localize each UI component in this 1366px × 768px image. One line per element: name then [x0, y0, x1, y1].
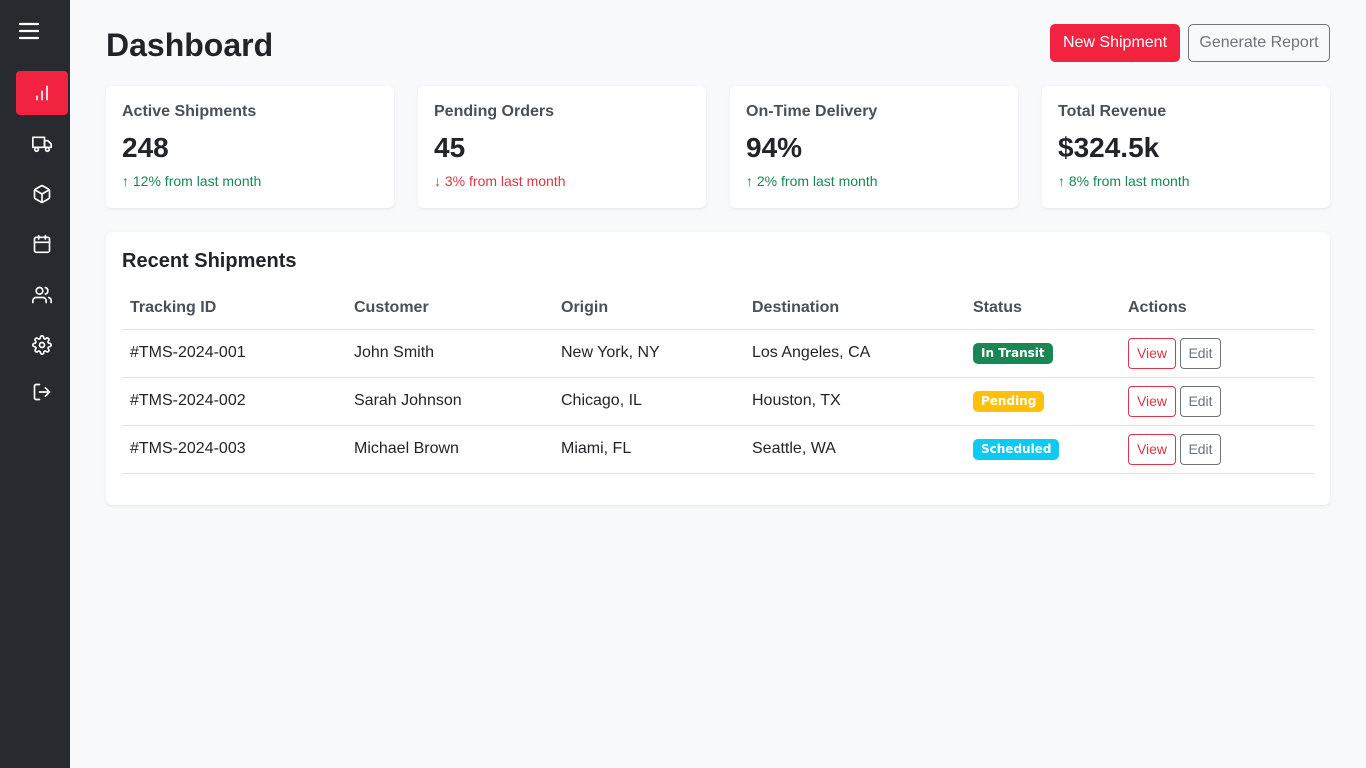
- actions-cell: View Edit: [1120, 329, 1314, 378]
- stat-value: 45: [434, 132, 466, 163]
- status-cell: Pending: [965, 377, 1120, 426]
- table-row: #TMS-2024-003 Michael Brown Miami, FL Se…: [122, 425, 1314, 474]
- customer-cell: Michael Brown: [346, 425, 553, 474]
- status-badge: In Transit: [973, 342, 1053, 364]
- destination-cell: Houston, TX: [744, 377, 965, 426]
- new-shipment-button[interactable]: New Shipment: [1050, 24, 1180, 62]
- status-badge: Pending: [973, 390, 1045, 412]
- stat-card-active-shipments: Active Shipments 248 ↑ 12% from last mon…: [106, 86, 394, 208]
- sidebar-item-orders[interactable]: [16, 172, 68, 216]
- column-header-actions: Actions: [1120, 288, 1314, 330]
- column-header-status: Status: [965, 288, 1120, 330]
- view-button[interactable]: View: [1128, 337, 1176, 369]
- stat-label: Total Revenue: [1058, 103, 1167, 120]
- sidebar: [0, 0, 70, 768]
- sidebar-item-settings[interactable]: [16, 323, 68, 367]
- stat-label: On-Time Delivery: [746, 103, 878, 120]
- edit-button[interactable]: Edit: [1180, 337, 1221, 369]
- logout-icon: [33, 383, 51, 401]
- actions-cell: View Edit: [1120, 377, 1314, 426]
- view-button[interactable]: View: [1128, 385, 1176, 417]
- origin-cell: Miami, FL: [553, 425, 744, 474]
- tracking-id-cell: #TMS-2024-001: [122, 329, 346, 378]
- table-header-row: Tracking ID Customer Origin Destination …: [122, 288, 1314, 330]
- recent-shipments-card: Recent Shipments Tracking ID Customer Or…: [106, 232, 1330, 505]
- destination-cell: Seattle, WA: [744, 425, 965, 474]
- stat-value: 94%: [746, 132, 803, 163]
- view-button[interactable]: View: [1128, 433, 1176, 465]
- status-cell: Scheduled: [965, 425, 1120, 474]
- truck-icon: [32, 136, 52, 153]
- calendar-icon: [33, 234, 51, 254]
- sidebar-item-shipments[interactable]: [16, 122, 68, 166]
- stat-change: ↓ 3% from last month: [434, 173, 566, 189]
- edit-button[interactable]: Edit: [1180, 385, 1221, 417]
- tracking-id-cell: #TMS-2024-002: [122, 377, 346, 426]
- table-row: #TMS-2024-001 John Smith New York, NY Lo…: [122, 329, 1314, 378]
- status-badge: Scheduled: [973, 438, 1060, 460]
- origin-cell: Chicago, IL: [553, 377, 744, 426]
- actions-cell: View Edit: [1120, 425, 1314, 474]
- column-header-tracking-id: Tracking ID: [122, 288, 346, 330]
- column-header-origin: Origin: [553, 288, 744, 330]
- sidebar-item-logout[interactable]: [16, 370, 68, 414]
- table-row: #TMS-2024-002 Sarah Johnson Chicago, IL …: [122, 377, 1314, 426]
- menu-icon[interactable]: [16, 19, 42, 43]
- stat-card-total-revenue: Total Revenue $324.5k ↑ 8% from last mon…: [1042, 86, 1330, 208]
- stat-value: 248: [122, 132, 169, 163]
- stat-label: Pending Orders: [434, 103, 555, 120]
- stat-label: Active Shipments: [122, 103, 257, 120]
- users-icon: [32, 286, 52, 304]
- stat-value: $324.5k: [1058, 132, 1160, 163]
- generate-report-button[interactable]: Generate Report: [1188, 24, 1330, 62]
- destination-cell: Los Angeles, CA: [744, 329, 965, 378]
- box-icon: [33, 184, 51, 204]
- bar-chart-icon: [36, 85, 48, 101]
- customer-cell: John Smith: [346, 329, 553, 378]
- shipments-table: Tracking ID Customer Origin Destination …: [122, 288, 1314, 474]
- column-header-destination: Destination: [744, 288, 965, 330]
- stat-change: ↑ 8% from last month: [1058, 173, 1190, 189]
- sidebar-item-users[interactable]: [16, 273, 68, 317]
- gear-icon: [32, 335, 52, 355]
- sidebar-item-calendar[interactable]: [16, 222, 68, 266]
- tracking-id-cell: #TMS-2024-003: [122, 425, 346, 474]
- customer-cell: Sarah Johnson: [346, 377, 553, 426]
- stat-change: ↑ 12% from last month: [122, 173, 262, 189]
- status-cell: In Transit: [965, 329, 1120, 378]
- column-header-customer: Customer: [346, 288, 553, 330]
- sidebar-item-dashboard[interactable]: [16, 71, 68, 115]
- recent-shipments-title: Recent Shipments: [122, 250, 297, 272]
- edit-button[interactable]: Edit: [1180, 433, 1221, 465]
- page-title: Dashboard: [106, 27, 274, 63]
- stat-change: ↑ 2% from last month: [746, 173, 878, 189]
- origin-cell: New York, NY: [553, 329, 744, 378]
- stat-card-on-time-delivery: On-Time Delivery 94% ↑ 2% from last mont…: [730, 86, 1018, 208]
- stat-card-pending-orders: Pending Orders 45 ↓ 3% from last month: [418, 86, 706, 208]
